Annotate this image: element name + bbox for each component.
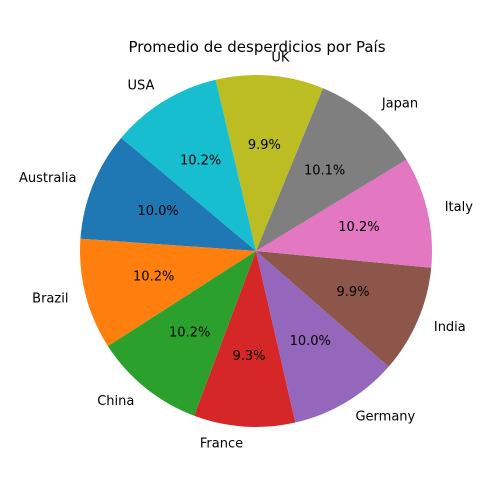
percent-label-india: 9.9%	[337, 285, 370, 300]
category-label-france: France	[200, 437, 243, 452]
pie-slice-japan	[256, 88, 407, 251]
pie-slice-uk	[215, 75, 323, 251]
percent-label-japan: 10.1%	[304, 163, 345, 178]
percent-label-germany: 10.0%	[290, 334, 331, 349]
pie-slice-italy	[256, 159, 433, 268]
category-label-china: China	[97, 394, 134, 409]
category-label-italy: Italy	[445, 200, 474, 215]
percent-label-brazil: 10.2%	[133, 270, 174, 285]
percent-label-france: 9.3%	[232, 349, 265, 364]
category-label-japan: Japan	[381, 96, 418, 111]
percent-label-uk: 9.9%	[248, 138, 281, 153]
pie-percent-labels: 10.0% 10.2% 10.2% 9.3% 10.0% 9.9% 10.2% 10.1% 9.…	[133, 138, 380, 364]
chart-title: Promedio de desperdicios por País	[128, 38, 385, 56]
category-label-brazil: Brazil	[32, 292, 68, 307]
pie-slice-usa	[121, 79, 257, 252]
category-label-usa: USA	[128, 79, 155, 94]
pie-slice-india	[256, 251, 432, 367]
percent-label-italy: 10.2%	[338, 220, 379, 235]
category-label-germany: Germany	[355, 410, 415, 425]
percent-label-china: 10.2%	[169, 326, 210, 341]
pie-slice-australia	[80, 137, 257, 251]
category-label-australia: Australia	[19, 171, 77, 186]
percent-label-usa: 10.2%	[180, 154, 221, 169]
percent-label-australia: 10.0%	[137, 204, 178, 219]
category-label-india: India	[434, 320, 466, 335]
category-label-uk: UK	[271, 51, 290, 66]
pie-slice-brazil	[80, 238, 256, 347]
pie-slice-china	[107, 251, 257, 416]
pie-slice-germany	[256, 251, 389, 423]
pie-slices	[80, 75, 433, 427]
pie-category-labels: Australia Brazil China France Germany India It…	[19, 51, 473, 452]
pie-slice-france	[194, 251, 296, 427]
